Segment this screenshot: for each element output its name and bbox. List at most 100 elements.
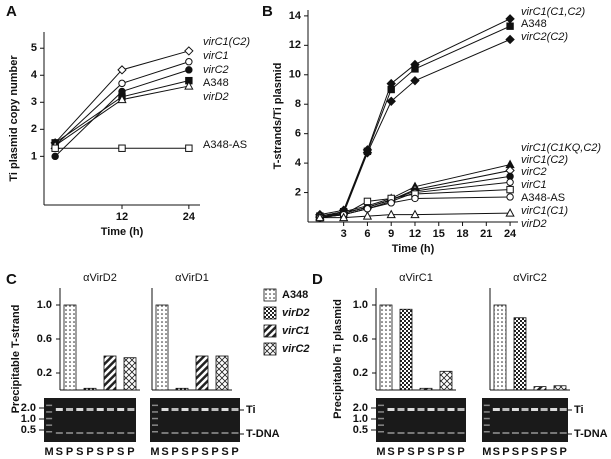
- gel-size-label: 2.0: [21, 402, 36, 414]
- gel-band: [550, 432, 558, 434]
- gel-lane-label: P: [107, 446, 114, 458]
- gel-band: [231, 408, 239, 411]
- y-tick-label: 3: [31, 96, 37, 108]
- series-label: A348-AS: [521, 192, 565, 204]
- gel-image: [44, 398, 136, 442]
- gel-ladder-band: [378, 417, 384, 420]
- gel-lane-label: P: [521, 446, 528, 458]
- gel-lane-label: M: [376, 446, 385, 458]
- gel-lane-label: S: [221, 446, 228, 458]
- gel-lane-label: P: [211, 446, 218, 458]
- gel-band: [502, 408, 510, 411]
- gel-band: [559, 432, 567, 434]
- series-label: A348: [203, 77, 229, 89]
- gel-ladder-band: [46, 404, 53, 407]
- gel-lane-label: P: [540, 446, 547, 458]
- x-tick-label: 24: [183, 211, 196, 223]
- gel-lane-label: M: [482, 446, 491, 458]
- marker: [506, 178, 514, 186]
- gel-band: [427, 432, 435, 434]
- gel-band: [221, 432, 229, 434]
- bar: [439, 370, 453, 391]
- gel-band-label: Ti: [574, 404, 584, 416]
- gel-ladder-band: [152, 411, 158, 413]
- y-tick-label: 10: [289, 69, 301, 81]
- series-label: virC2(C2): [521, 31, 568, 43]
- x-tick-label: 12: [409, 228, 421, 240]
- gel-band: [521, 432, 529, 434]
- gel-band: [181, 432, 189, 434]
- gel-lane-label: P: [437, 446, 444, 458]
- gel-band: [127, 432, 135, 434]
- gel-size-label: 0.5: [21, 424, 36, 436]
- gel-band: [117, 432, 125, 434]
- x-tick-label: 6: [364, 228, 370, 240]
- y-tick-label: 1.0: [353, 299, 368, 311]
- gel-lane-label: S: [161, 446, 168, 458]
- marker: [339, 212, 349, 222]
- legend-swatch: [263, 288, 277, 302]
- gel-band: [55, 432, 63, 434]
- series-label: A348: [521, 18, 547, 30]
- gel-band: [171, 408, 179, 411]
- series-label: virD2: [521, 218, 547, 230]
- x-tick-label: 3: [341, 228, 347, 240]
- y-tick-label: 6: [295, 128, 301, 140]
- bar: [399, 308, 413, 391]
- gel-ladder-band: [378, 431, 384, 433]
- gel-size-label: 0.5: [353, 424, 368, 436]
- gel-lane-label: P: [231, 446, 238, 458]
- gel-lane-label: S: [76, 446, 83, 458]
- gel-lane-label: S: [181, 446, 188, 458]
- gel-band: [492, 432, 500, 434]
- gel-band: [457, 408, 465, 411]
- chart-title: αVirC2: [513, 272, 547, 284]
- gel-band-label: T-DNA: [246, 428, 280, 440]
- marker: [185, 144, 193, 152]
- marker: [386, 96, 396, 106]
- panel-label: B: [262, 3, 273, 20]
- gel-band: [559, 408, 567, 411]
- y-tick-label: 8: [295, 98, 301, 110]
- y-tick-label: 1: [31, 150, 37, 162]
- gel-band: [76, 408, 84, 411]
- panel-label: C: [6, 271, 17, 288]
- gel-lane-label: S: [512, 446, 519, 458]
- gel-lane-label: P: [457, 446, 464, 458]
- x-axis-title: Time (h): [101, 226, 144, 238]
- gel-band: [76, 432, 84, 434]
- y-axis-title: Precipitable T-strand: [10, 305, 22, 414]
- marker: [506, 185, 514, 194]
- legend-label: virD2: [282, 307, 310, 319]
- gel-band: [181, 408, 189, 411]
- gel-ladder-band: [46, 411, 53, 413]
- gel-size-label: 1.0: [353, 413, 368, 425]
- gel-lane-label: M: [150, 446, 159, 458]
- gel-band: [427, 408, 435, 411]
- bar: [155, 304, 169, 391]
- y-tick-label: 14: [289, 10, 302, 22]
- gel-ladder-band: [46, 431, 53, 433]
- marker: [411, 194, 419, 203]
- marker: [362, 148, 373, 158]
- legend-swatch: [263, 324, 277, 338]
- gel-ladder-band: [483, 424, 490, 426]
- gel-lane-label: M: [45, 446, 54, 458]
- gel-band: [191, 432, 199, 434]
- gel-band: [161, 408, 169, 411]
- gel-lane-label: P: [171, 446, 178, 458]
- gel-ladder-band: [152, 424, 158, 426]
- gel-lane-label: S: [201, 446, 208, 458]
- gel-band: [201, 432, 209, 434]
- gel-band: [387, 408, 395, 411]
- gel-band: [161, 432, 169, 434]
- gel-band: [221, 408, 229, 411]
- marker: [410, 209, 420, 219]
- y-axis-title: Ti plasmid copy number: [8, 55, 20, 182]
- series-label: virC1(C1,C2): [521, 6, 586, 18]
- gel-ladder-band: [152, 417, 158, 420]
- gel-band: [407, 432, 415, 434]
- gel-band: [417, 408, 425, 411]
- gel-band: [511, 432, 519, 434]
